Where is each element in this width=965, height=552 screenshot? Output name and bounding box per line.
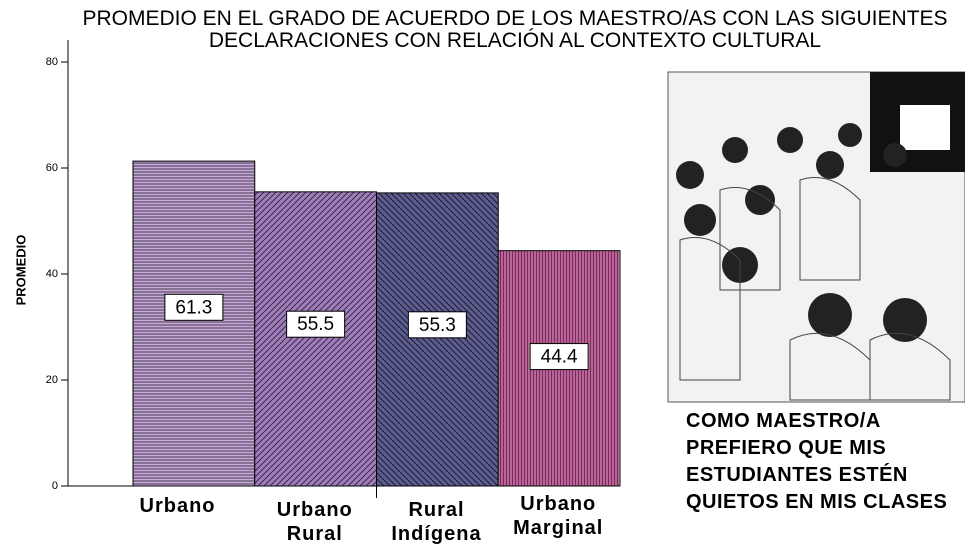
value-label: 55.5	[297, 314, 334, 335]
value-label-box	[407, 311, 467, 339]
y-tick-label: 60	[46, 162, 58, 174]
y-tick-label: 40	[46, 268, 58, 280]
y-axis-label: PROMEDIO	[13, 235, 28, 306]
annotation: COMO MAESTRO/A PREFIERO QUE MIS ESTUDIAN…	[686, 410, 948, 513]
y-tick-label: 80	[46, 56, 58, 68]
value-label: 44.4	[541, 347, 578, 368]
y-tick-label: 0	[52, 480, 58, 492]
chart-title: PROMEDIO EN EL GRADO DE ACUERDO DE LOS M…	[82, 7, 948, 52]
bar	[254, 191, 377, 487]
x-tick-label: Urbano Rural	[276, 499, 353, 545]
x-tick-label: Urbano Marginal	[513, 493, 604, 539]
value-label: 55.3	[419, 315, 456, 336]
value-label-box	[286, 310, 346, 338]
illustration	[667, 71, 965, 403]
bar	[376, 192, 499, 487]
x-tick-label: Rural Indígena	[391, 499, 482, 545]
value-label: 61.3	[175, 297, 212, 318]
value-label-box	[529, 343, 589, 371]
x-tick-label: Urbano	[139, 495, 216, 517]
value-label-box	[164, 293, 224, 321]
y-tick-label: 20	[46, 374, 58, 386]
bar	[132, 160, 256, 487]
